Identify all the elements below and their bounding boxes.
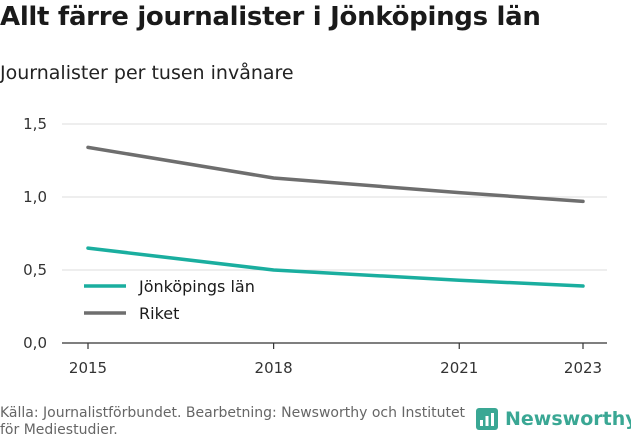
legend-label-1: Jönköpings län xyxy=(138,277,255,296)
y-tick-label: 1,0 xyxy=(23,188,47,206)
logo-text: Newsworthy xyxy=(505,408,631,430)
chart-subtitle: Journalister per tusen invånare xyxy=(0,62,294,84)
chart-title: Allt färre journalister i Jönköpings län xyxy=(0,2,541,32)
bar-chart-icon xyxy=(476,408,498,430)
x-tick-label: 2023 xyxy=(564,359,602,377)
source-note: Källa: Journalistförbundet. Bearbetning:… xyxy=(0,405,466,438)
y-tick-label: 0,0 xyxy=(23,334,47,352)
y-tick-label: 1,5 xyxy=(23,115,47,133)
newsworthy-logo: Newsworthy xyxy=(476,408,631,430)
y-tick-label: 0,5 xyxy=(23,261,47,279)
line-chart: 0,0 0,5 1,0 1,5 2015 2018 2021 2023 Jönköpings … xyxy=(23,115,607,377)
x-tick-label: 2015 xyxy=(69,359,107,377)
series-line-1 xyxy=(86,246,585,288)
series-lines xyxy=(86,145,585,288)
legend: Jönköpings län Riket xyxy=(84,277,255,323)
axes: 0,0 0,5 1,0 1,5 2015 2018 2021 2023 xyxy=(23,115,607,377)
x-tick-label: 2021 xyxy=(440,359,478,377)
series-line-2 xyxy=(86,145,585,204)
legend-label-2: Riket xyxy=(139,304,179,323)
x-tick-label: 2018 xyxy=(255,359,293,377)
